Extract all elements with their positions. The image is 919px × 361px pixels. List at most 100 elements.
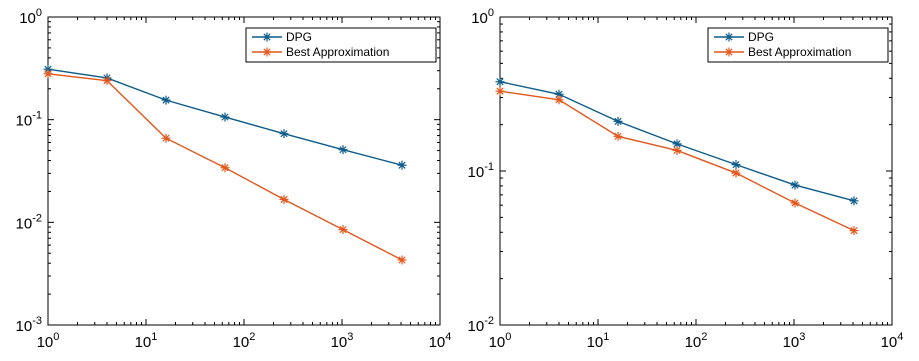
data-point xyxy=(731,160,741,170)
x-tick-label-base: 10 xyxy=(881,334,898,351)
data-point xyxy=(790,180,800,190)
marker-stroke xyxy=(614,132,622,140)
x-tick-label-exponent: 2 xyxy=(249,331,255,343)
x-tick-label-base: 10 xyxy=(233,334,250,351)
y-tick-label: 10-3 xyxy=(16,315,42,335)
data-point xyxy=(397,255,407,265)
data-point xyxy=(790,198,800,208)
x-tick-label-base: 10 xyxy=(587,334,604,351)
data-point xyxy=(495,86,505,96)
plot-frame xyxy=(47,16,441,326)
x-tick-label-exponent: 3 xyxy=(347,331,353,343)
y-tick-label-base: 10 xyxy=(16,318,33,335)
marker-stroke xyxy=(850,197,858,205)
series-dpg xyxy=(495,77,859,206)
y-tick-label: 10-1 xyxy=(468,161,494,181)
marker-stroke xyxy=(791,181,799,189)
marker-stroke xyxy=(673,146,681,155)
x-tick-label-base: 10 xyxy=(135,334,152,351)
marker-stroke xyxy=(725,48,733,56)
data-point xyxy=(338,225,348,235)
data-point xyxy=(397,160,407,170)
x-tick-label: 100 xyxy=(37,331,60,351)
y-tick-label: 10-1 xyxy=(16,110,42,130)
x-tick-label: 102 xyxy=(233,331,256,351)
legend-label: Best Approximation xyxy=(286,45,389,59)
marker-stroke xyxy=(280,130,288,138)
marker-stroke xyxy=(162,134,170,142)
x-tick-label-exponent: 1 xyxy=(151,331,157,343)
y-tick-label: 100 xyxy=(19,7,42,27)
data-point xyxy=(495,77,505,87)
data-point xyxy=(554,95,564,105)
data-point xyxy=(161,95,171,105)
data-point xyxy=(338,145,348,155)
marker-stroke xyxy=(162,96,170,104)
data-point xyxy=(849,226,859,236)
x-tick-label: 100 xyxy=(489,331,512,351)
legend-entry: DPG xyxy=(252,30,312,44)
y-tick-label: 100 xyxy=(471,7,494,27)
marker-stroke xyxy=(398,161,406,169)
y-tick-label-base: 10 xyxy=(16,215,33,232)
marker-stroke xyxy=(280,195,288,204)
y-tick-label-exponent: -3 xyxy=(32,315,42,327)
data-point xyxy=(279,194,289,204)
marker-stroke xyxy=(221,113,229,121)
data-point xyxy=(161,133,171,143)
marker-stroke xyxy=(732,169,740,177)
legend-box xyxy=(707,27,889,63)
legend-box xyxy=(245,27,437,63)
x-tick-label: 102 xyxy=(685,331,708,351)
x-tick-label: 103 xyxy=(331,331,354,351)
y-tick-label-exponent: -1 xyxy=(484,161,494,173)
data-point xyxy=(220,112,230,122)
x-tick-label-base: 10 xyxy=(429,334,446,351)
x-tick-label-base: 10 xyxy=(331,334,348,351)
marker-stroke xyxy=(263,48,271,56)
x-tick-label-exponent: 2 xyxy=(701,331,707,343)
marker-stroke xyxy=(44,70,52,78)
marker-stroke xyxy=(398,256,406,264)
y-tick-label-base: 10 xyxy=(468,164,485,181)
marker-stroke xyxy=(732,161,740,169)
x-tick-label-base: 10 xyxy=(489,334,506,351)
legend-marker xyxy=(262,32,272,42)
x-tick-label-exponent: 4 xyxy=(897,331,903,343)
series-dpg xyxy=(43,64,407,170)
marker-stroke xyxy=(221,164,229,172)
series-line xyxy=(499,90,855,232)
y-tick-label-exponent: 0 xyxy=(36,7,42,19)
x-tick-label-exponent: 0 xyxy=(53,331,59,343)
x-tick-label-exponent: 1 xyxy=(603,331,609,343)
series-best-approximation xyxy=(43,69,407,265)
legend-label: DPG xyxy=(748,30,774,44)
marker-stroke xyxy=(850,227,858,235)
series-best-approximation xyxy=(495,86,859,236)
y-tick-label-base: 10 xyxy=(16,113,33,130)
legend-label: DPG xyxy=(286,30,312,44)
y-tick-label-exponent: -1 xyxy=(32,110,42,122)
data-point xyxy=(849,196,859,206)
y-tick-label-base: 10 xyxy=(471,10,488,27)
marker-stroke xyxy=(496,87,504,95)
y-tick-label-base: 10 xyxy=(468,318,485,335)
x-tick-label: 104 xyxy=(429,331,452,351)
data-point xyxy=(672,145,682,155)
x-tick-label-exponent: 3 xyxy=(799,331,805,343)
marker-stroke xyxy=(673,140,681,148)
y-tick-label-exponent: -2 xyxy=(484,315,494,327)
marker-stroke xyxy=(339,146,347,154)
y-tick-label-exponent: -2 xyxy=(32,212,42,224)
data-point xyxy=(613,131,623,141)
data-point xyxy=(731,168,741,178)
marker-stroke xyxy=(614,117,622,125)
plot-frame xyxy=(499,16,893,326)
marker-stroke xyxy=(791,199,799,207)
legend-entry: Best Approximation xyxy=(252,45,389,59)
legend-marker xyxy=(724,47,734,57)
